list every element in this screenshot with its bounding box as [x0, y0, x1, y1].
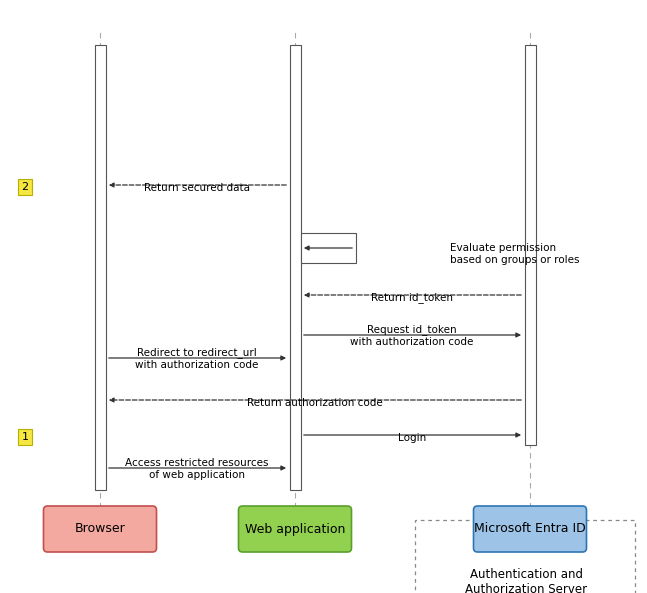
FancyBboxPatch shape: [474, 506, 586, 552]
Text: Return id_token: Return id_token: [371, 292, 453, 303]
Text: Web application: Web application: [245, 522, 345, 535]
Text: Authentication and
Authorization Server: Authentication and Authorization Server: [465, 568, 587, 593]
Bar: [301, 233, 356, 263]
FancyBboxPatch shape: [43, 506, 157, 552]
Text: Request id_token
with authorization code: Request id_token with authorization code: [350, 324, 474, 347]
Text: Login: Login: [398, 433, 426, 443]
Bar: [94, 45, 105, 490]
Text: Evaluate permission
based on groups or roles: Evaluate permission based on groups or r…: [450, 243, 580, 265]
Text: Redirect to redirect_url
with authorization code: Redirect to redirect_url with authorizat…: [135, 347, 259, 370]
Text: Return secured data: Return secured data: [144, 183, 250, 193]
Text: Browser: Browser: [74, 522, 126, 535]
Bar: [525, 45, 536, 445]
Text: 2: 2: [21, 182, 28, 192]
FancyBboxPatch shape: [239, 506, 351, 552]
Text: Return authorization code: Return authorization code: [247, 398, 383, 408]
Bar: [289, 45, 300, 490]
Bar: [415, 520, 635, 593]
Text: 1: 1: [21, 432, 28, 442]
Text: Access restricted resources
of web application: Access restricted resources of web appli…: [126, 458, 269, 480]
Text: Microsoft Entra ID: Microsoft Entra ID: [474, 522, 586, 535]
